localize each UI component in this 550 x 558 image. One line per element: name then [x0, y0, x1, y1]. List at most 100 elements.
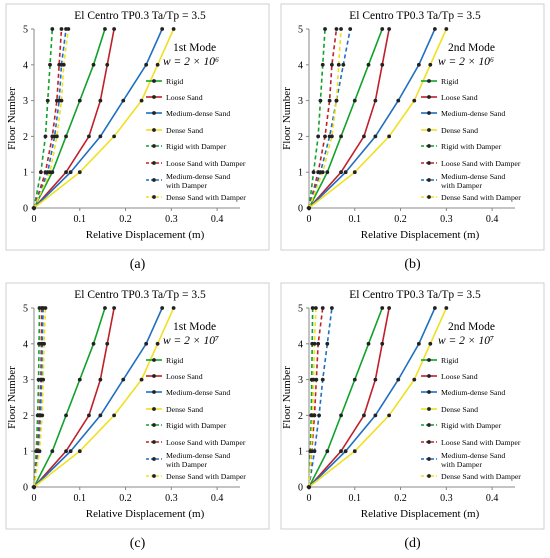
series-0-point-5: [103, 306, 107, 310]
series-1-point-2: [362, 134, 366, 139]
series-2-point-3: [121, 98, 126, 103]
series-4-point-5: [323, 27, 327, 31]
x-tick-label-1: 0.1: [349, 493, 362, 504]
series-1-point-1: [339, 170, 343, 175]
panel-c: El Centro TP0.3 Ta/Tp = 3.5 0 0.1 0.2 0.3 0.4…: [0, 279, 275, 558]
y-tick-label-3: 3: [23, 96, 28, 107]
y-tick-label-2: 2: [23, 132, 28, 143]
y-tick-label-3: 3: [298, 375, 303, 386]
x-tick-label-3: 0.3: [440, 493, 453, 504]
series-7-point-1: [48, 170, 52, 175]
y-tick-label-3: 3: [298, 96, 303, 107]
series-5-point-5: [320, 306, 325, 310]
series-group: [307, 306, 449, 489]
series-0-point-4: [366, 62, 371, 67]
series-0-point-4: [91, 341, 96, 346]
legend-label-4: Rigid with Damper: [166, 421, 227, 430]
panel-b: El Centro TP0.3 Ta/Tp = 3.5 0 0.1 0.2 0.3 0.4…: [275, 0, 550, 279]
series-4-point-4: [320, 62, 325, 67]
series-line-2: [308, 307, 436, 488]
y-tick-label-4: 4: [298, 60, 303, 71]
series-2-point-4: [416, 341, 421, 346]
series-3-point-2: [112, 134, 117, 139]
legend-label-0: Rigid: [166, 356, 183, 365]
series-1-point-5: [387, 306, 392, 310]
legend-label-3: Dense Sand: [441, 405, 478, 414]
series-1-point-1: [339, 449, 343, 454]
legend-label-6-line-1: Medium-dense Sand: [166, 172, 230, 181]
legend-label-2: Medium-dense Sand: [166, 388, 230, 397]
sub-label-c: (c): [0, 536, 275, 552]
series-line-2: [308, 28, 436, 209]
legend-label-1: Loose Sand: [441, 93, 478, 102]
chart-c: El Centro TP0.3 Ta/Tp = 3.5 0 0.1 0.2 0.3 0.4…: [5, 282, 270, 530]
series-line-1: [33, 28, 115, 209]
series-0-point-3: [352, 377, 357, 382]
series-2-point-3: [396, 98, 401, 103]
legend-label-3: Dense Sand: [166, 126, 203, 135]
legend-marker-1: [152, 95, 156, 99]
mode-annotation: 1st Mode: [173, 42, 216, 54]
series-7-point-3: [334, 98, 339, 103]
legend-label-2: Medium-dense Sand: [441, 109, 505, 118]
series-0-point-5: [103, 27, 107, 31]
legend-marker-6: [427, 178, 431, 182]
series-5-point-4: [316, 341, 321, 346]
legend-marker-7: [152, 195, 156, 199]
series-1-point-5: [112, 27, 117, 31]
series-line-5: [308, 28, 338, 209]
y-tick-label-1: 1: [298, 447, 303, 458]
series-7-point-4: [61, 62, 66, 67]
series-3-point-2: [112, 413, 117, 418]
y-tick-label-0: 0: [298, 204, 303, 215]
series-6-point-5: [329, 306, 334, 310]
series-0-point-3: [352, 98, 357, 103]
series-7-point-2: [310, 413, 315, 418]
series-7-point-3: [311, 377, 316, 382]
mode-annotation: 1st Mode: [173, 321, 216, 333]
x-tick-label-1: 0.1: [74, 214, 87, 225]
legend-marker-4: [427, 144, 431, 148]
legend-marker-5: [152, 161, 156, 165]
legend-label-4: Rigid with Damper: [441, 142, 502, 151]
y-tick-label-4: 4: [23, 60, 28, 71]
series-line-6: [33, 28, 67, 209]
series-2-point-3: [396, 377, 401, 382]
series-1-point-3: [98, 377, 103, 382]
series-2-point-4: [416, 62, 421, 67]
series-line-4: [33, 28, 54, 209]
series-line-7: [308, 307, 317, 488]
series-group: [307, 27, 449, 210]
legend-marker-3: [152, 128, 156, 132]
y-tick-label-3: 3: [23, 375, 28, 386]
series-2-point-1: [343, 170, 348, 175]
series-7-point-0: [307, 485, 311, 489]
chart-title: El Centro TP0.3 Ta/Tp = 3.5: [349, 289, 481, 301]
series-group: [32, 306, 176, 489]
series-0-point-2: [64, 134, 68, 139]
series-2-point-5: [432, 27, 437, 31]
series-7-point-4: [42, 341, 46, 346]
series-3-point-2: [387, 413, 392, 418]
series-4-point-5: [50, 27, 55, 31]
y-tick-label-5: 5: [298, 304, 303, 315]
legend-label-1: Loose Sand: [441, 372, 478, 381]
series-3-point-3: [139, 98, 144, 103]
series-3-point-4: [428, 62, 433, 67]
legend-marker-3: [152, 407, 156, 411]
series-0-point-2: [339, 134, 343, 139]
sub-label-d-text: (d): [404, 536, 421, 551]
legend: Rigid Loose Sand Medium-dense Sand Dense Sa…: [146, 356, 246, 481]
w-annotation: w = 2 × 10⁷: [163, 335, 219, 347]
series-7-point-5: [313, 306, 318, 310]
series-2-point-5: [432, 306, 437, 310]
series-line-3: [33, 307, 175, 488]
series-line-1: [308, 307, 390, 488]
legend-label-6: Medium-dense Sand with Damper: [166, 451, 230, 469]
x-axis-label: Relative Displacement (m): [86, 229, 205, 241]
series-6-point-3: [320, 377, 325, 382]
legend-label-6-line-2: with Damper: [441, 460, 482, 469]
series-1-point-4: [105, 341, 110, 346]
series-1-point-5: [112, 306, 117, 310]
series-0-point-5: [380, 27, 385, 31]
